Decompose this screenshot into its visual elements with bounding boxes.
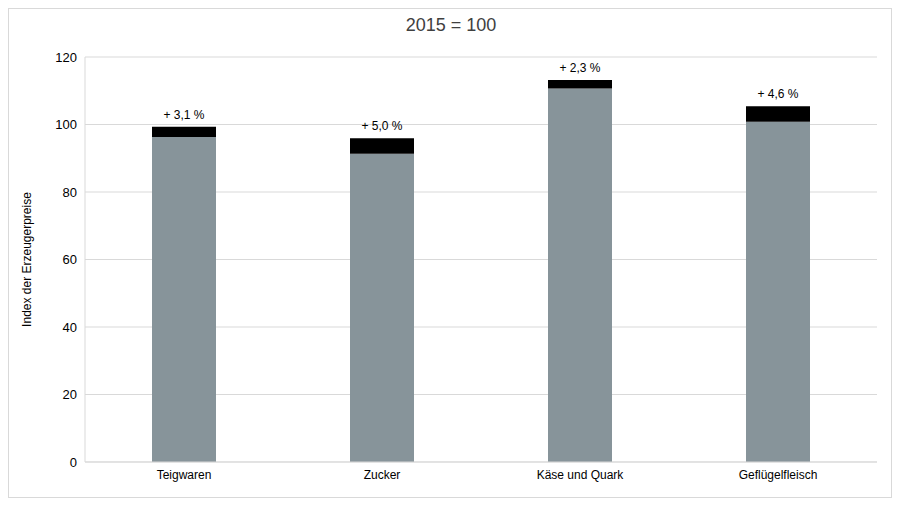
svg-text:Zucker: Zucker (364, 468, 401, 482)
svg-text:Index der Erzeugerpreise: Index der Erzeugerpreise (20, 192, 34, 327)
svg-text:20: 20 (63, 387, 77, 402)
svg-text:+ 2,3 %: + 2,3 % (559, 61, 600, 75)
svg-text:+ 5,0 %: + 5,0 % (361, 119, 402, 133)
svg-text:Geflügelfleisch: Geflügelfleisch (739, 468, 818, 482)
svg-text:+ 3,1 %: + 3,1 % (163, 108, 204, 122)
svg-text:100: 100 (55, 117, 77, 132)
svg-text:80: 80 (63, 185, 77, 200)
html-text:2015 = 100: 2015 = 100 (405, 15, 497, 35)
svg-text:120: 120 (55, 50, 77, 65)
svg-text:Käse und Quark: Käse und Quark (537, 468, 625, 482)
svg-text:40: 40 (63, 320, 77, 335)
svg-text:+ 4,6 %: + 4,6 % (757, 87, 798, 101)
svg-text:60: 60 (63, 252, 77, 267)
svg-text:Teigwaren: Teigwaren (157, 468, 212, 482)
svg-text:0: 0 (70, 455, 77, 470)
